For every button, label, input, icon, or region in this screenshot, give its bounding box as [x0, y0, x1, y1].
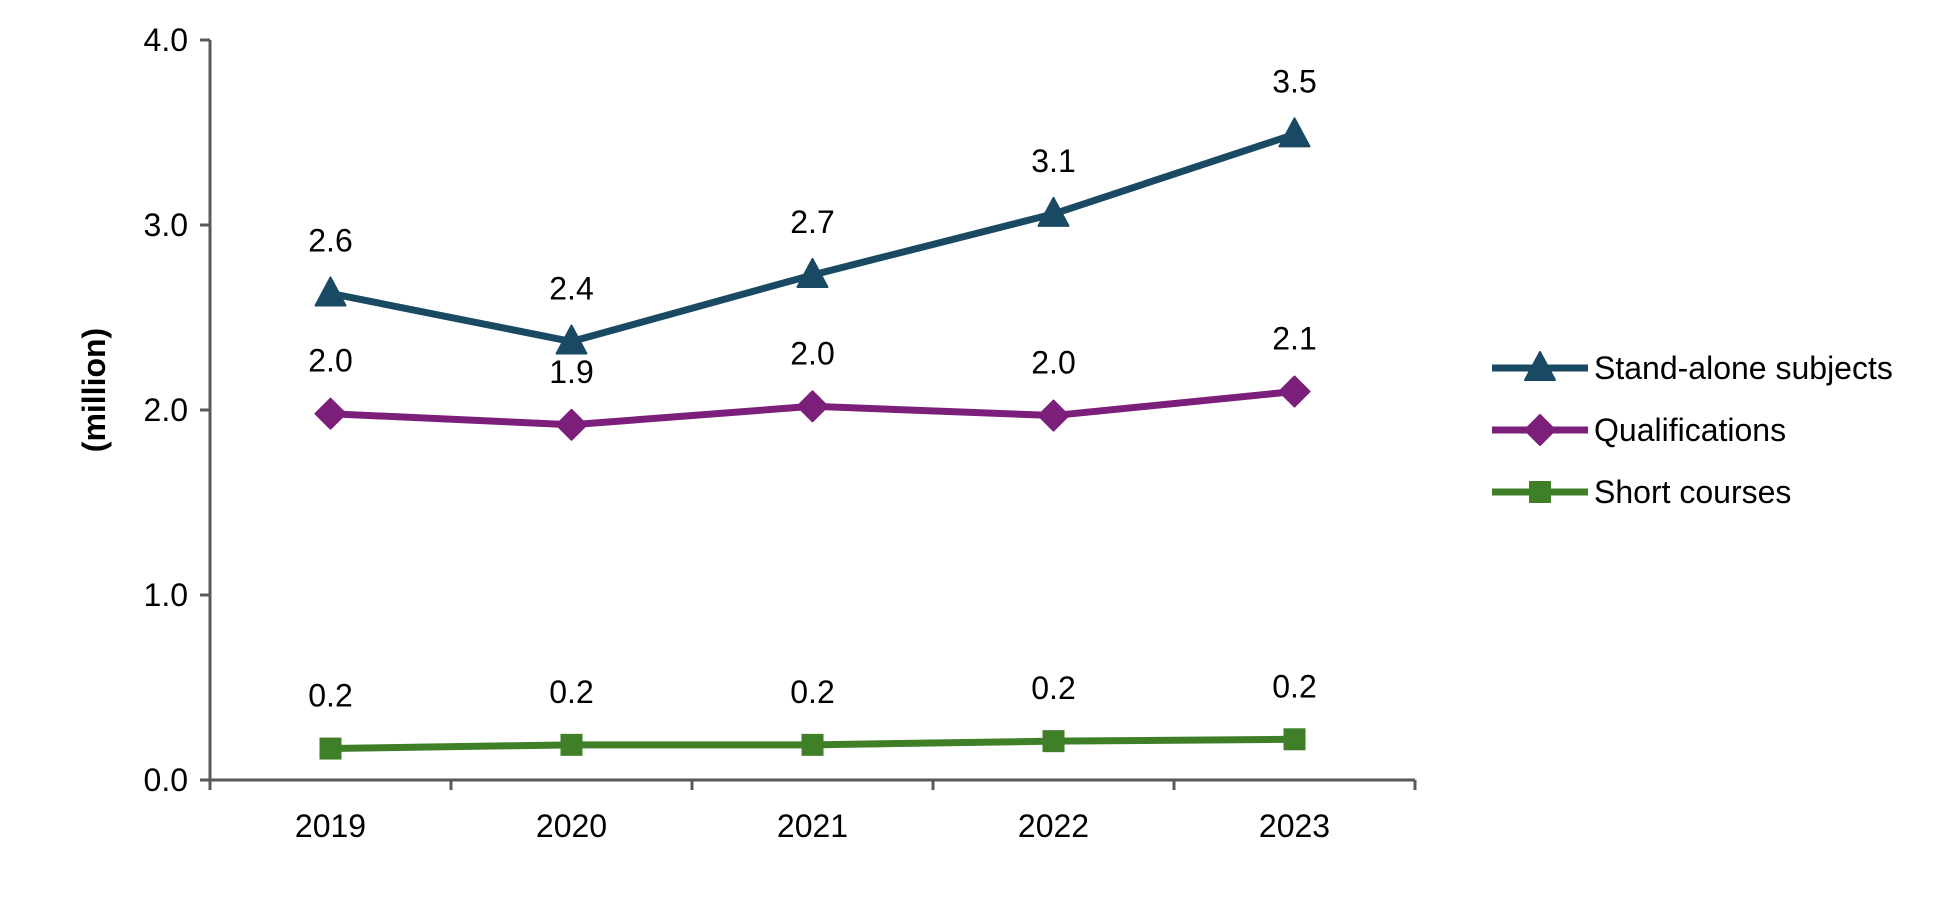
data-label: 0.2 [549, 674, 593, 710]
data-point [1037, 399, 1070, 432]
y-tick-label: 1.0 [144, 577, 188, 613]
legend-label: Short courses [1594, 474, 1791, 510]
data-label: 3.5 [1272, 63, 1316, 99]
y-tick-label: 2.0 [144, 392, 188, 428]
data-point [796, 257, 829, 288]
axes: 0.0 1.0 2.0 3.0 4.0 2019 2020 2021 2022 2023 (mill… [76, 22, 1417, 844]
legend: Stand-alone subjects Qualifications Short … [1492, 350, 1893, 510]
data-point [555, 408, 588, 441]
data-point [319, 737, 342, 760]
data-label: 0.2 [790, 674, 834, 710]
data-label: 2.6 [308, 222, 352, 258]
data-point [555, 324, 588, 355]
data-point [1278, 375, 1311, 408]
x-tick-label: 2019 [295, 808, 366, 844]
data-label: 0.2 [1031, 670, 1075, 706]
x-tick-label: 2022 [1018, 808, 1089, 844]
data-point [1037, 196, 1070, 227]
data-point [1283, 728, 1306, 751]
legend-label: Qualifications [1594, 412, 1786, 448]
y-tick-label: 4.0 [144, 22, 188, 58]
y-tick-label: 3.0 [144, 207, 188, 243]
data-point [1278, 117, 1311, 148]
data-label: 0.2 [308, 678, 352, 714]
data-label: 2.1 [1272, 321, 1316, 357]
data-point [801, 733, 824, 756]
data-point [314, 397, 347, 430]
legend-item: Stand-alone subjects [1492, 350, 1893, 386]
x-tick-label: 2020 [536, 808, 607, 844]
data-point [314, 276, 347, 307]
data-point [1042, 730, 1065, 753]
series-square: 0.2 0.2 0.2 0.2 0.2 [308, 668, 1317, 760]
x-tick-label: 2023 [1259, 808, 1330, 844]
legend-marker [1524, 414, 1556, 446]
series-layer: 2.62.42.73.13.52.0 1.92.0 2.02.10.2 0.2 0.2 0… [308, 63, 1317, 760]
legend-marker [1524, 351, 1556, 381]
y-tick-label: 0.0 [144, 762, 188, 798]
legend-item: Qualifications [1492, 412, 1786, 448]
data-point [560, 733, 583, 756]
data-label: 2.4 [549, 271, 593, 307]
series-triangle: 2.6 2.4 2.7 3.1 3.5 [308, 63, 1317, 355]
x-tick-label: 2021 [777, 808, 848, 844]
data-label: 2.0 [790, 335, 834, 371]
data-label: 2.7 [790, 204, 834, 240]
legend-label: Stand-alone subjects [1594, 350, 1893, 386]
legend-marker [1529, 481, 1551, 503]
data-label: 2.0 [1031, 345, 1075, 381]
data-label: 2.0 [308, 343, 352, 379]
data-point [796, 390, 829, 423]
data-label: 0.2 [1272, 668, 1316, 704]
data-label: 1.9 [549, 354, 593, 390]
legend-item: Short courses [1492, 474, 1791, 510]
data-label: 3.1 [1031, 143, 1075, 179]
y-axis-label: (million) [76, 328, 112, 452]
series-diamond: 2.0 1.9 2.0 2.0 2.1 [308, 321, 1317, 441]
